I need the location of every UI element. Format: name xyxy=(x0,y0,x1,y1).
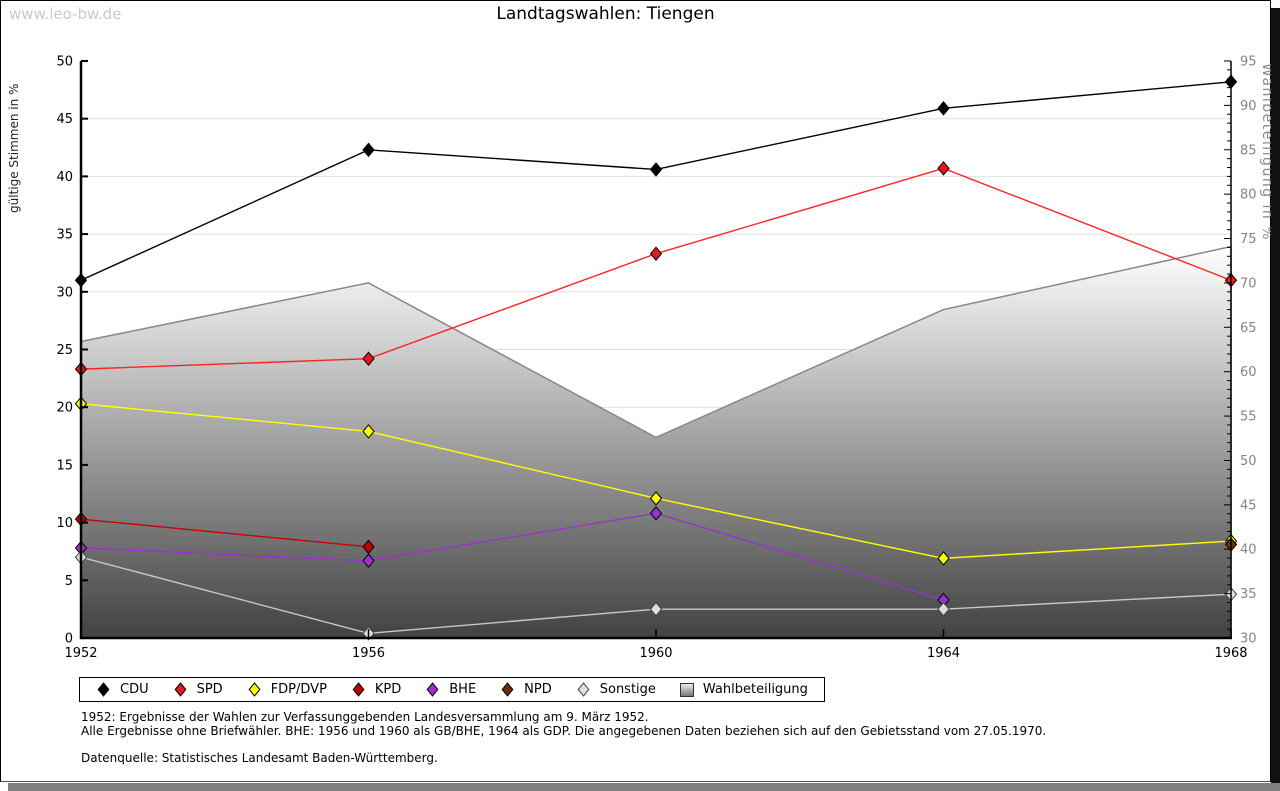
legend-label: SPD xyxy=(196,682,223,697)
footnote-line-1: 1952: Ergebnisse der Wahlen zur Verfassu… xyxy=(81,710,649,724)
marker-spd xyxy=(362,351,375,367)
legend-label: NPD xyxy=(524,682,552,697)
svg-text:50: 50 xyxy=(56,55,73,70)
legend-label: CDU xyxy=(120,682,149,697)
watermark: www.leo-bw.de xyxy=(9,5,122,23)
legend-label: Sonstige xyxy=(599,682,656,697)
svg-text:75: 75 xyxy=(1240,232,1257,247)
svg-text:70: 70 xyxy=(1240,276,1257,291)
marker-cdu xyxy=(937,101,950,116)
legend-label: Wahlbeteiligung xyxy=(702,682,808,697)
svg-text:30: 30 xyxy=(56,285,73,300)
marker-bhe xyxy=(362,553,375,568)
marker-fdp-dvp xyxy=(649,491,663,506)
marker-fdp-dvp xyxy=(937,551,950,566)
bottom-shadow xyxy=(8,783,1280,791)
page-title: Landtagswahlen: Tiengen xyxy=(496,4,715,24)
footnote-line-2: Alle Ergebnisse ohne Briefwähler. BHE: 1… xyxy=(81,724,1047,739)
diamond-marker-icon xyxy=(577,682,590,697)
svg-text:45: 45 xyxy=(56,112,73,127)
svg-text:90: 90 xyxy=(1240,99,1257,114)
diamond-marker-icon xyxy=(248,682,261,697)
svg-text:40: 40 xyxy=(56,170,73,185)
svg-text:25: 25 xyxy=(56,343,73,358)
marker-kpd xyxy=(362,539,375,555)
svg-text:40: 40 xyxy=(1240,543,1257,558)
legend-item-spd: SPD xyxy=(173,682,223,697)
svg-text:35: 35 xyxy=(56,228,73,243)
legend-label: KPD xyxy=(374,682,402,697)
diamond-marker-icon xyxy=(174,682,187,697)
marker-spd xyxy=(937,161,950,176)
marker-fdp-dvp xyxy=(362,424,375,439)
svg-text:10: 10 xyxy=(56,516,73,531)
diamond-marker-icon xyxy=(97,682,110,697)
legend-item-bhe: BHE xyxy=(425,682,476,697)
series-line-kpd xyxy=(80,518,369,548)
svg-text:15: 15 xyxy=(56,458,73,473)
svg-text:1956: 1956 xyxy=(352,646,385,661)
legend: CDU SPD FDP/DVP KPD BHE NPD Sonstige Wahlbeteil… xyxy=(79,677,825,702)
legend-item-fdp-dvp: FDP/DVP xyxy=(247,682,327,697)
footnotes: 1952: Ergebnisse der Wahlen zur Verfassu… xyxy=(81,710,1046,765)
marker-sonstige xyxy=(649,601,663,617)
diamond-marker-icon xyxy=(352,682,365,697)
svg-text:1968: 1968 xyxy=(1214,646,1247,661)
diamond-marker-icon xyxy=(501,682,514,697)
svg-text:45: 45 xyxy=(1240,498,1257,513)
series-line-bhe xyxy=(80,512,944,601)
svg-text:5: 5 xyxy=(65,574,73,589)
marker-cdu xyxy=(649,162,663,177)
marker-spd xyxy=(649,246,663,261)
legend-item-sonstige: Sonstige xyxy=(576,682,656,697)
svg-text:95: 95 xyxy=(1240,55,1257,70)
marker-sonstige xyxy=(937,601,950,617)
election-line-chart: 0 5 10 15 20 25 30 35 40 45 50 30 35 40 45 50 55 60 65 70 75… xyxy=(56,55,1257,662)
svg-text:0: 0 xyxy=(65,632,73,647)
legend-label: FDP/DVP xyxy=(270,682,327,697)
svg-text:65: 65 xyxy=(1240,321,1257,336)
svg-text:80: 80 xyxy=(1240,188,1257,203)
svg-text:20: 20 xyxy=(56,401,73,416)
turnout-area-swatch-icon xyxy=(679,682,694,697)
legend-item-cdu: CDU xyxy=(96,682,149,697)
svg-text:1952: 1952 xyxy=(64,646,97,661)
svg-text:55: 55 xyxy=(1240,410,1257,425)
legend-item-wahlbeteiligung: Wahlbeteiligung xyxy=(679,682,808,697)
diamond-marker-icon xyxy=(426,682,439,697)
series-area-wahlbeteiligung xyxy=(80,245,1232,639)
marker-cdu xyxy=(362,142,375,158)
legend-item-npd: NPD xyxy=(500,682,552,697)
footnote-source: Datenquelle: Statistisches Landesamt Bad… xyxy=(81,751,438,766)
svg-text:30: 30 xyxy=(1240,632,1257,647)
svg-text:85: 85 xyxy=(1240,143,1257,158)
right-shadow xyxy=(1271,8,1280,783)
svg-text:60: 60 xyxy=(1240,365,1257,380)
legend-item-kpd: KPD xyxy=(351,682,401,697)
svg-text:50: 50 xyxy=(1240,454,1257,469)
svg-text:1964: 1964 xyxy=(927,646,960,661)
svg-text:35: 35 xyxy=(1240,587,1257,602)
left-axis-title: gültige Stimmen in % xyxy=(7,83,21,213)
marker-bhe xyxy=(649,506,663,521)
svg-text:1960: 1960 xyxy=(639,646,672,661)
legend-label: BHE xyxy=(449,682,477,697)
